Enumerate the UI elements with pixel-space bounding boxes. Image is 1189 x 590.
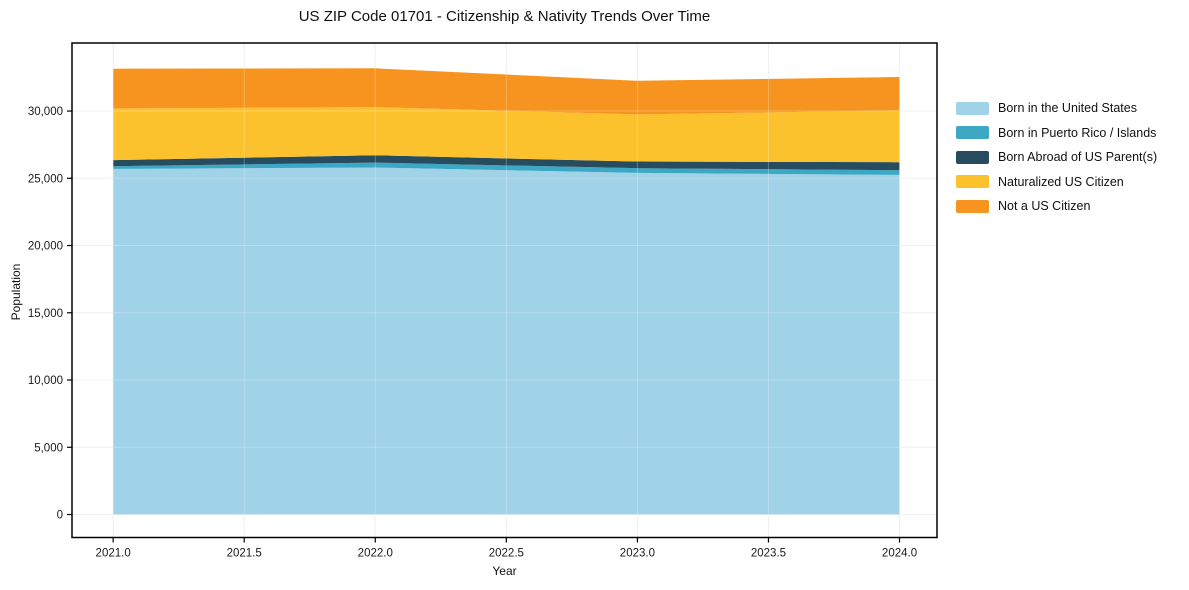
y-tick-label: 20,000: [28, 241, 63, 253]
legend-swatch: [956, 150, 989, 164]
legend-swatch: [956, 101, 989, 115]
legend-label: Not a US Citizen: [998, 199, 1091, 213]
legend-item-born-in-the-united-states: Born in the United States: [956, 101, 1157, 115]
x-tick-label: 2024.0: [882, 548, 917, 560]
y-tick-label: 30,000: [28, 106, 63, 118]
legend-label: Born Abroad of US Parent(s): [998, 150, 1158, 164]
legend-swatch: [956, 126, 989, 139]
legend-label: Naturalized US Citizen: [998, 174, 1124, 189]
area-born-abroad-of-us-parent-s: [113, 155, 900, 171]
legend-label: Born in Puerto Rico / Islands: [998, 125, 1157, 140]
legend-swatch: [956, 199, 989, 213]
x-tick-label: 2022.0: [358, 548, 393, 560]
y-tick-label: 15,000: [28, 308, 63, 320]
legend-swatch: [956, 175, 989, 188]
plot-border: [71, 42, 938, 539]
x-tick-label: 2023.5: [751, 548, 786, 560]
legend-item-naturalized-us-citizen: Naturalized US Citizen: [956, 175, 1157, 189]
legend-item-not-a-us-citizen: Not a US Citizen: [956, 199, 1157, 213]
x-tick-label: 2021.5: [227, 548, 262, 560]
y-tick-label: 10,000: [28, 375, 63, 387]
chart-title: US ZIP Code 01701 - Citizenship & Nativi…: [298, 8, 711, 25]
y-tick-label: 5,000: [34, 442, 63, 454]
area-born-in-puerto-rico-islands: [113, 162, 900, 175]
x-axis-label: Year: [492, 564, 517, 578]
legend-item-born-in-puerto-rico-islands: Born in Puerto Rico / Islands: [956, 126, 1157, 140]
legend-label: Born in the United States: [998, 101, 1137, 115]
area-naturalized-us-citizen: [113, 107, 900, 163]
x-tick-label: 2022.5: [489, 548, 524, 560]
legend-item-born-abroad-of-us-parent-s: Born Abroad of US Parent(s): [956, 150, 1157, 164]
legend: Born in the United States Born in Puerto …: [956, 101, 1157, 224]
area-not-a-us-citizen: [113, 68, 900, 115]
x-tick-label: 2021.0: [96, 548, 131, 560]
area-born-in-the-united-states: [113, 167, 900, 515]
y-tick-label: 0: [57, 510, 63, 522]
x-tick-label: 2023.0: [620, 548, 655, 560]
y-tick-label: 25,000: [28, 173, 63, 185]
